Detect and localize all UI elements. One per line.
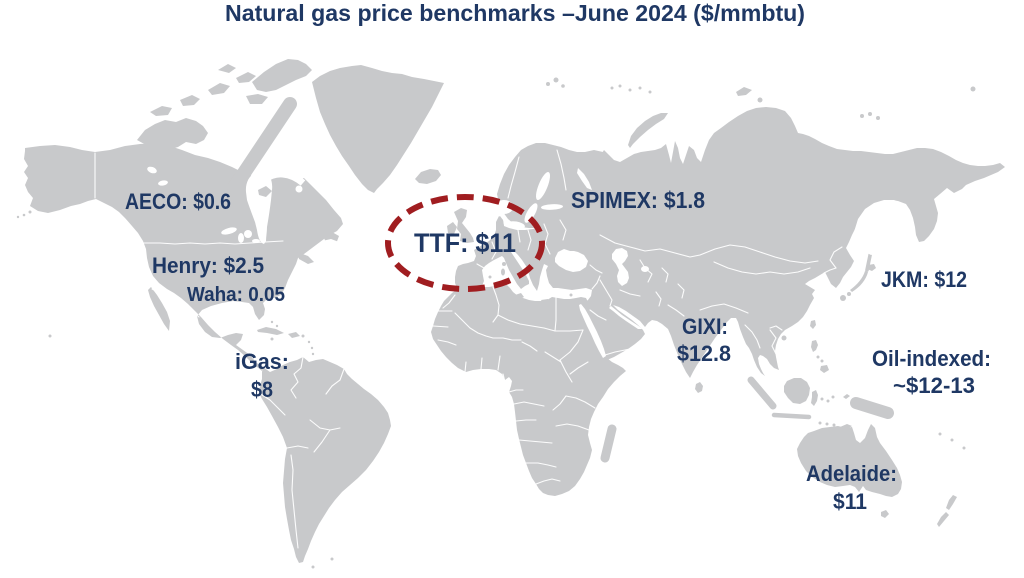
svg-text:Henry: $2.5: Henry: $2.5 <box>152 253 264 278</box>
svg-text:Oil-indexed:: Oil-indexed: <box>872 346 991 371</box>
svg-text:Adelaide:: Adelaide: <box>806 461 897 486</box>
svg-text:$8: $8 <box>251 377 273 402</box>
svg-text:TTF: $11: TTF: $11 <box>414 228 516 258</box>
svg-text:$12.8: $12.8 <box>677 341 731 366</box>
svg-text:JKM: $12: JKM: $12 <box>881 267 967 292</box>
svg-text:Natural gas price benchmarks –: Natural gas price benchmarks –June 2024 … <box>225 0 805 26</box>
svg-text:$11: $11 <box>833 489 867 514</box>
svg-text:~$12-13: ~$12-13 <box>893 373 975 398</box>
svg-text:AECO: $0.6: AECO: $0.6 <box>125 189 231 214</box>
svg-text:GIXI:: GIXI: <box>682 314 728 339</box>
svg-text:SPIMEX: $1.8: SPIMEX: $1.8 <box>571 187 705 213</box>
svg-text:iGas:: iGas: <box>235 349 289 374</box>
svg-text:Waha: 0.05: Waha: 0.05 <box>187 284 285 306</box>
